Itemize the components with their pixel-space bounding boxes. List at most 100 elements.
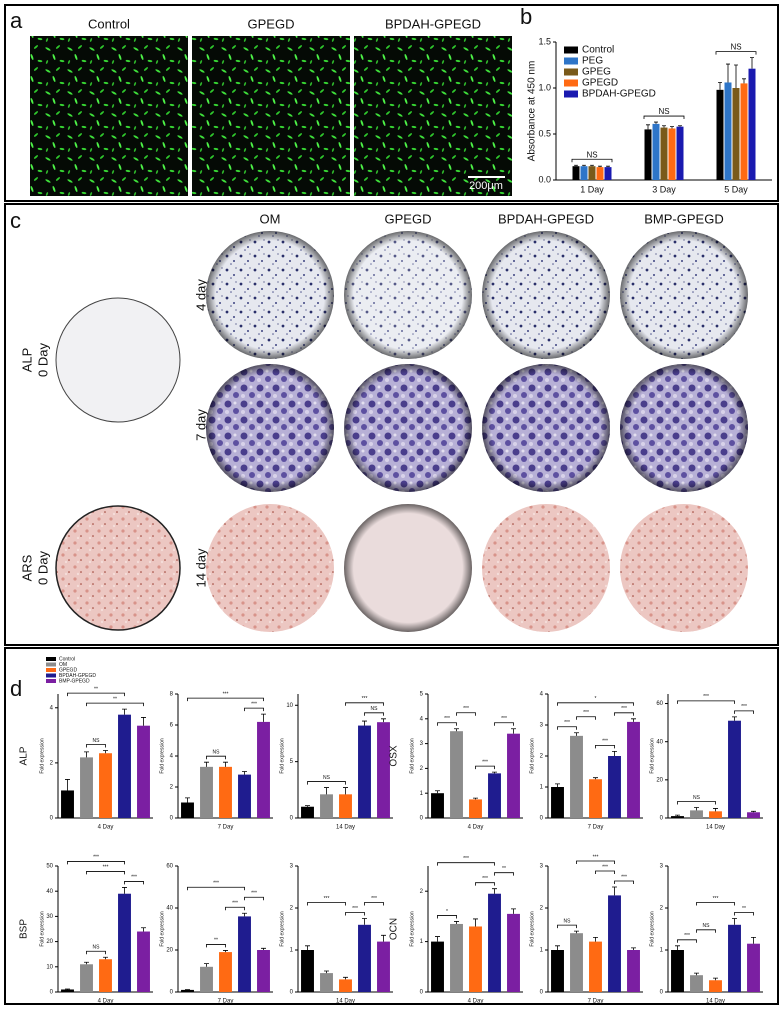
y-tick-label: 5 bbox=[290, 759, 294, 765]
error-bar bbox=[732, 717, 737, 721]
error-bar bbox=[511, 729, 516, 734]
row-label: ARS bbox=[19, 554, 34, 581]
significance-bracket bbox=[308, 782, 346, 785]
error-bar bbox=[670, 127, 674, 129]
y-tick-label: 40 bbox=[656, 739, 663, 745]
significance-bracket bbox=[697, 903, 735, 906]
y-tick-label: 1 bbox=[540, 785, 544, 791]
image-label: Control bbox=[88, 16, 130, 31]
x-axis-label: 14 Day bbox=[336, 825, 355, 831]
bar bbox=[589, 942, 602, 992]
significance-label: * bbox=[446, 909, 448, 915]
significance-label: *** bbox=[482, 759, 488, 765]
bar bbox=[377, 942, 390, 992]
y-tick-label: 0.0 bbox=[538, 174, 551, 184]
significance-bracket bbox=[596, 745, 615, 748]
image-label: GPEGD bbox=[248, 16, 295, 31]
error-bar bbox=[473, 798, 478, 799]
fluorescence-image bbox=[30, 36, 188, 196]
error-bar bbox=[141, 928, 146, 932]
well-rim bbox=[206, 364, 334, 492]
significance-label: *** bbox=[583, 710, 589, 716]
error-bar bbox=[305, 806, 310, 807]
y-axis-label: Fold expression bbox=[39, 911, 45, 947]
well-rim bbox=[344, 504, 472, 632]
error-bar bbox=[574, 733, 579, 736]
y-tick-label: 4 bbox=[420, 716, 424, 722]
significance-label: *** bbox=[223, 691, 229, 697]
panel-label: c bbox=[10, 208, 21, 233]
error-bar bbox=[492, 772, 497, 773]
y-tick-label: 1.5 bbox=[538, 36, 551, 46]
y-tick-label: 20 bbox=[46, 939, 53, 945]
legend-swatch bbox=[46, 668, 56, 672]
gene-label: BSP bbox=[19, 919, 30, 939]
bar bbox=[450, 731, 463, 818]
significance-bracket bbox=[87, 744, 106, 747]
bar bbox=[551, 787, 564, 818]
significance-bracket bbox=[207, 944, 226, 947]
significance-bracket bbox=[596, 871, 615, 874]
error-bar bbox=[204, 964, 209, 967]
significance-bracket bbox=[87, 703, 144, 706]
significance-bracket bbox=[615, 881, 634, 884]
gene-label: ALP bbox=[19, 746, 30, 765]
significance-label: NS bbox=[371, 706, 379, 712]
well-images bbox=[56, 231, 748, 632]
y-tick-label: 3 bbox=[290, 864, 294, 870]
bar bbox=[99, 959, 112, 992]
significance-bracket bbox=[476, 766, 495, 769]
error-bar bbox=[435, 937, 440, 942]
bar bbox=[450, 924, 463, 992]
well-rim bbox=[620, 231, 748, 359]
x-axis-label: 7 Day bbox=[588, 825, 604, 831]
error-bar bbox=[662, 126, 666, 128]
significance-label: *** bbox=[713, 896, 719, 902]
error-bar bbox=[343, 977, 348, 979]
error-bar bbox=[631, 948, 636, 950]
bar bbox=[661, 128, 668, 180]
y-axis-label: Fold expression bbox=[39, 738, 45, 774]
bar bbox=[431, 942, 444, 992]
gene-label: OSX bbox=[389, 745, 400, 766]
y-tick-label: 2 bbox=[290, 906, 294, 912]
error-bar bbox=[574, 931, 579, 933]
significance-label: *** bbox=[362, 696, 368, 702]
error-bar bbox=[726, 64, 730, 82]
significance-label: NS bbox=[564, 918, 572, 924]
error-bar bbox=[362, 721, 367, 726]
bar bbox=[181, 803, 194, 819]
well bbox=[482, 504, 610, 632]
bar bbox=[61, 790, 74, 818]
bar bbox=[728, 925, 741, 992]
y-axis-label: Fold expression bbox=[649, 738, 655, 774]
y-tick-label: 0 bbox=[50, 990, 54, 996]
bar bbox=[690, 975, 703, 992]
bar bbox=[627, 722, 640, 818]
error-bar bbox=[751, 937, 756, 943]
error-bar bbox=[646, 125, 650, 130]
significance-bracket bbox=[615, 713, 634, 716]
well-rim bbox=[344, 231, 472, 359]
error-bar bbox=[612, 887, 617, 895]
y-tick-label: 2 bbox=[170, 785, 174, 791]
error-bar bbox=[742, 79, 746, 84]
image-label: BPDAH-GPEGD bbox=[385, 16, 481, 31]
significance-bracket bbox=[245, 897, 264, 900]
bar bbox=[377, 722, 390, 818]
error-bar bbox=[750, 58, 754, 69]
significance-label: ** bbox=[113, 696, 117, 702]
error-bar bbox=[713, 808, 718, 811]
x-axis-label: 14 Day bbox=[706, 825, 725, 831]
panel-label: a bbox=[10, 8, 23, 33]
y-tick-label: 8 bbox=[170, 692, 174, 698]
bar bbox=[669, 128, 676, 180]
error-bar bbox=[185, 798, 190, 803]
bar bbox=[728, 721, 741, 818]
significance-label: NS bbox=[703, 923, 711, 929]
y-tick-label: 1.0 bbox=[538, 82, 551, 92]
bar bbox=[219, 767, 232, 818]
error-bar bbox=[65, 989, 70, 990]
bar bbox=[80, 964, 93, 992]
